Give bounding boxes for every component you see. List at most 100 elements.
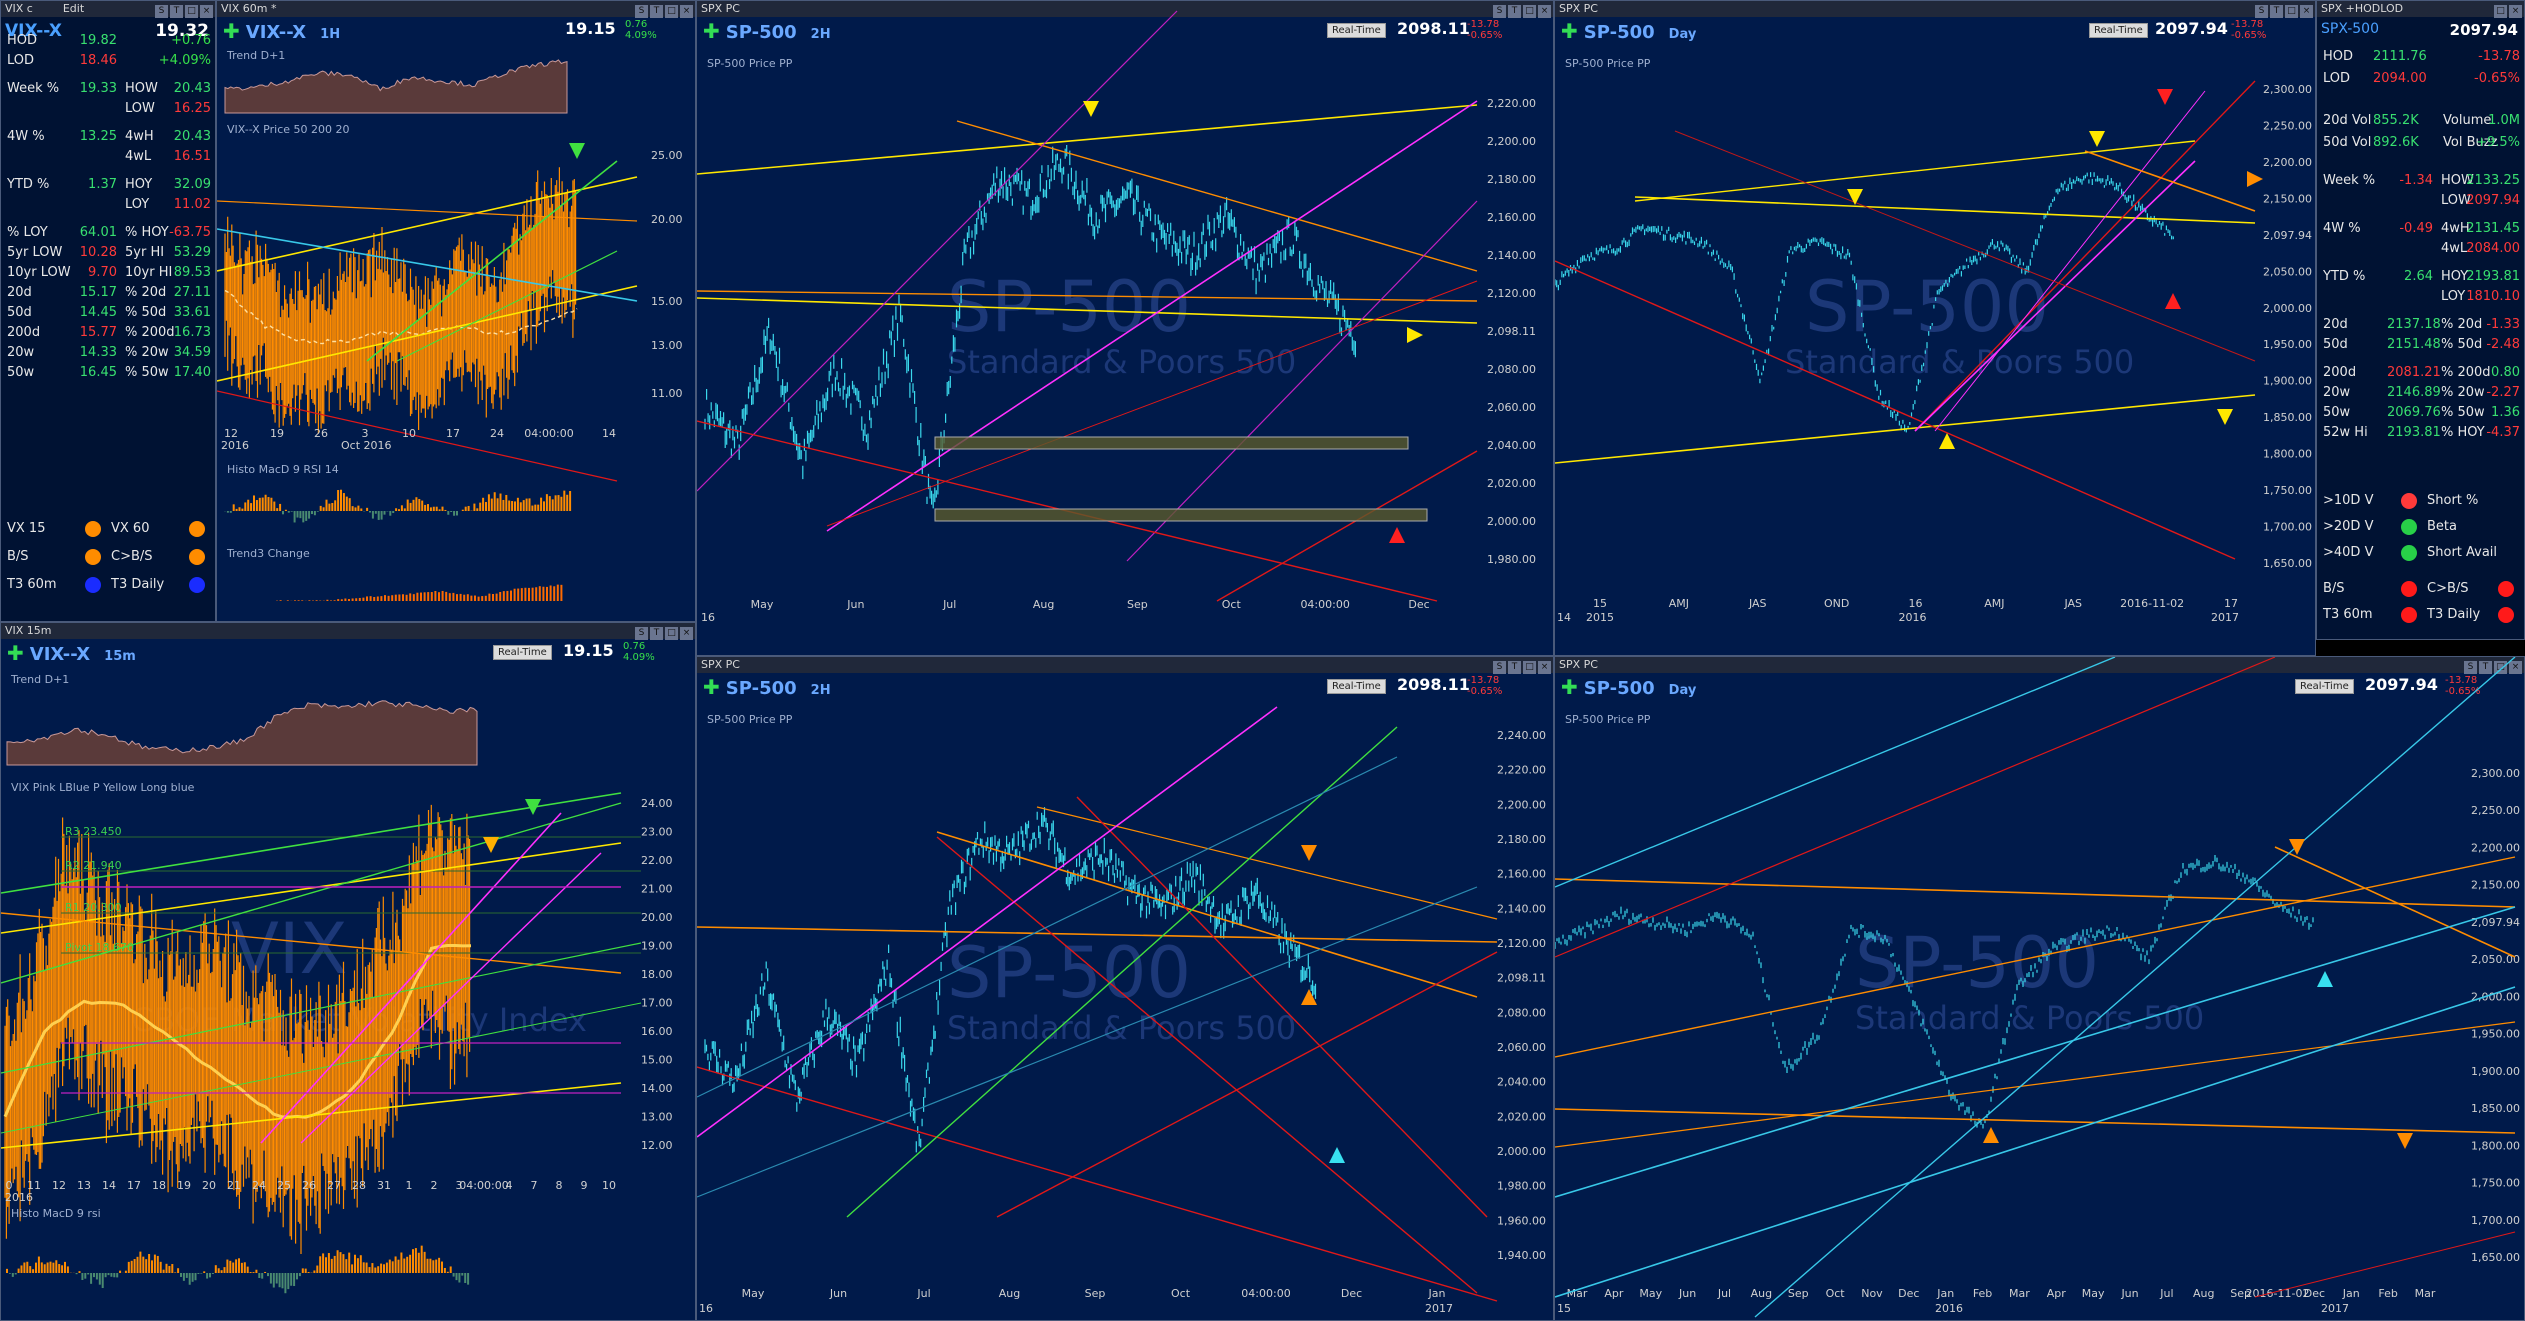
stat-label: 50d Vol (2323, 135, 2372, 150)
vix15-x-tick-label: 11 (27, 1179, 41, 1192)
marker-arrow-6 (2157, 89, 2173, 105)
spxday-top-x-tick-label: AMJ (1984, 597, 2004, 610)
stat-label-2: Volume (2443, 113, 2492, 128)
stat-row: 50d 2151.48% 50d -2.48 (2323, 337, 2520, 355)
vix-15m-chart-panel[interactable]: VIX 15m S T □ × ✚ VIX--X 15m Real-Time 19.15 0… (0, 622, 696, 1321)
spxday-bottom-y-tick-label: 1,850.00 (2471, 1102, 2520, 1115)
channel-magenta (697, 706, 1278, 1138)
trendline-orange (697, 290, 1478, 302)
vix15-x-tick-label: 25 (277, 1179, 291, 1192)
vix60-x-tick-label: 3 (362, 427, 369, 440)
marker-arrow-2 (483, 837, 499, 853)
spxday-bottom-y-tick-label: 2,200.00 (2471, 841, 2520, 854)
spxday-top-x-tick-label: JAS (1748, 597, 1767, 610)
signal-row: T3 60m T3 Daily (2323, 607, 2520, 625)
trendline-green-2 (396, 250, 618, 362)
spx2h-top-x-tick-label: 04:00:00 (1300, 598, 1349, 611)
channel-magenta-2 (697, 10, 1178, 492)
stat-label: 52w Hi (2323, 425, 2368, 440)
vix15-x-tick-label: 24 (252, 1179, 266, 1192)
spxday-bottom-symbol[interactable]: ✚ SP-500 Day (1561, 675, 1697, 699)
stat-label-2: 10yr HI (125, 265, 173, 280)
spx-day-top-chart-panel[interactable]: SPX PC S T □ × ✚ SP-500 Day Real-Time 2097.94 … (1554, 0, 2316, 656)
spx2h-top-symbol[interactable]: ✚ SP-500 2H (703, 19, 831, 43)
stat-row: 20w 2146.89% 20w -2.27 (2323, 385, 2520, 403)
spx2h-bottom-x-tick-label: Aug (999, 1287, 1020, 1300)
stat-row: 52w Hi 2193.81% HOY -4.37 (2323, 425, 2520, 443)
stat-row: 200d 2081.21% 200d 0.80 (2323, 365, 2520, 383)
trendline-orange-5 (2274, 846, 2516, 958)
vix15-symbol[interactable]: ✚ VIX--X 15m (7, 641, 136, 665)
vix15-y-tick-label: 22.00 (641, 854, 673, 867)
stat-label-2: % 50d (125, 305, 167, 320)
spx2h-bottom-x-tick-label: Oct (1171, 1287, 1191, 1300)
vix-60m-chart-panel[interactable]: VIX 60m * S T □ × ✚ VIX--X 1H 19.15 0.76 4.09% … (216, 0, 696, 622)
spxday-bottom-y-tick-label: 1,800.00 (2471, 1139, 2520, 1152)
stat-value: 18.46 (79, 53, 117, 68)
vix60-plot[interactable]: Trend D+1 VIX--X Price 50 200 20 25.00 20.0… (217, 1, 696, 622)
watermark-name: Standard & Poors 500 (1785, 343, 2134, 381)
stat-label-2: LOW (2441, 193, 2471, 208)
stat-label: 50d (7, 305, 32, 320)
spx-2h-top-chart-panel[interactable]: SPX PC S T □ × ✚ SP-500 2H Real-Time 2098.11 -… (696, 0, 1554, 656)
trendline-green (1, 792, 622, 894)
vix60-y-tick-label: 25.00 (651, 149, 683, 162)
trendline-orange (1, 912, 622, 974)
spxday-top-x-tick-label: 2016-11-02 (2120, 597, 2184, 610)
spxday-top-symbol[interactable]: ✚ SP-500 Day (1561, 19, 1697, 43)
trendline-red-3 (697, 1066, 1498, 1302)
spxday-bottom-change: -13.78 -0.65% (2445, 675, 2481, 697)
vix-watchlist-titlebar: VIX c Edit S T □ × (1, 1, 215, 18)
marker-arrow-5 (2165, 293, 2181, 309)
stat-row: 20d 15.17 % 20d 27.11 (7, 285, 211, 303)
spx-header-row: 50d Vol 892.6K Vol Buzz +9.5% (2323, 135, 2520, 153)
spx2h-top-y-tick-label: 2,220.00 (1487, 97, 1536, 110)
signal-row: >10D V Short % (2323, 493, 2520, 511)
spxday-bottom-x-tick-label: May (1639, 1287, 1662, 1300)
stat-label-2: Vol Buzz (2443, 135, 2498, 150)
spx2h-bottom-realtime-badge: Real-Time (1327, 679, 1386, 694)
stat-value-2: 2084.00 (2466, 241, 2520, 256)
signal-row: B/S C>B/S (2323, 581, 2520, 599)
spx2h-top-last-price: 2098.11 (1397, 19, 1470, 38)
stat-label-2: HOY (2441, 269, 2469, 284)
spx-day-bottom-chart-panel[interactable]: SPX PC S T □ × ✚ SP-500 Day Real-Time 2097.94 … (1554, 656, 2525, 1321)
stat-value-2: -1.33 (2486, 317, 2520, 332)
vix60-x-tick-label: 19 (270, 427, 284, 440)
spxday-top-x-tick-label: 15 (1593, 597, 1607, 610)
vix15-y-tick-label: 12.00 (641, 1139, 673, 1152)
spx-side-symbol[interactable]: SPX-500 (2321, 21, 2379, 37)
marker-arrow-3 (1329, 1147, 1345, 1163)
stat-value: 2151.48 (2387, 337, 2441, 352)
spx2h-top-y-tick-label: 2,060.00 (1487, 401, 1536, 414)
stat-label: 20d (7, 285, 32, 300)
signal-dot-2 (189, 577, 205, 593)
vix15-plot[interactable]: Trend D+1 VIX Pink LBlue P Yellow Long bl… (1, 623, 696, 1321)
signal-label: >20D V (2323, 519, 2374, 534)
vix-side-symbol[interactable]: VIX--X (5, 21, 63, 41)
stat-value: 15.77 (79, 325, 117, 340)
vix15-y-tick-label: 16.00 (641, 1025, 673, 1038)
indicator-label: Trend D+1 (226, 49, 285, 62)
stat-value: 15.17 (79, 285, 117, 300)
spx2h-bottom-x-tick-label: Jun (829, 1287, 847, 1300)
stat-label-2: % 50w (2441, 405, 2485, 420)
spxday-top-y-tick-label: 1,950.00 (2263, 338, 2312, 351)
stat-label-2: HOW (2441, 173, 2474, 188)
spxday-top-xsub-tick-label: 2016 (1899, 611, 1927, 624)
spx-2h-bottom-chart-panel[interactable]: SPX PC S T □ × ✚ SP-500 2H Real-Time 2098.11 -… (696, 656, 1554, 1321)
spx-side-price: 2097.94 (2449, 21, 2518, 39)
stat-label-2: % HOY (125, 225, 169, 240)
vix60-symbol[interactable]: ✚ VIX--X 1H (223, 19, 341, 43)
stat-row: 5yr LOW 10.28 5yr HI 53.29 (7, 245, 211, 263)
vix15-x-tick-label: 2 (431, 1179, 438, 1192)
spx2h-bottom-y-tick-label: 2,080.00 (1497, 1006, 1546, 1019)
spxday-bottom-x-tick-label: Feb (1973, 1287, 1992, 1300)
stat-value-2: 2097.94 (2466, 193, 2520, 208)
spx2h-bottom-symbol[interactable]: ✚ SP-500 2H (703, 675, 831, 699)
vix15-x-tick-label: 10 (602, 1179, 616, 1192)
